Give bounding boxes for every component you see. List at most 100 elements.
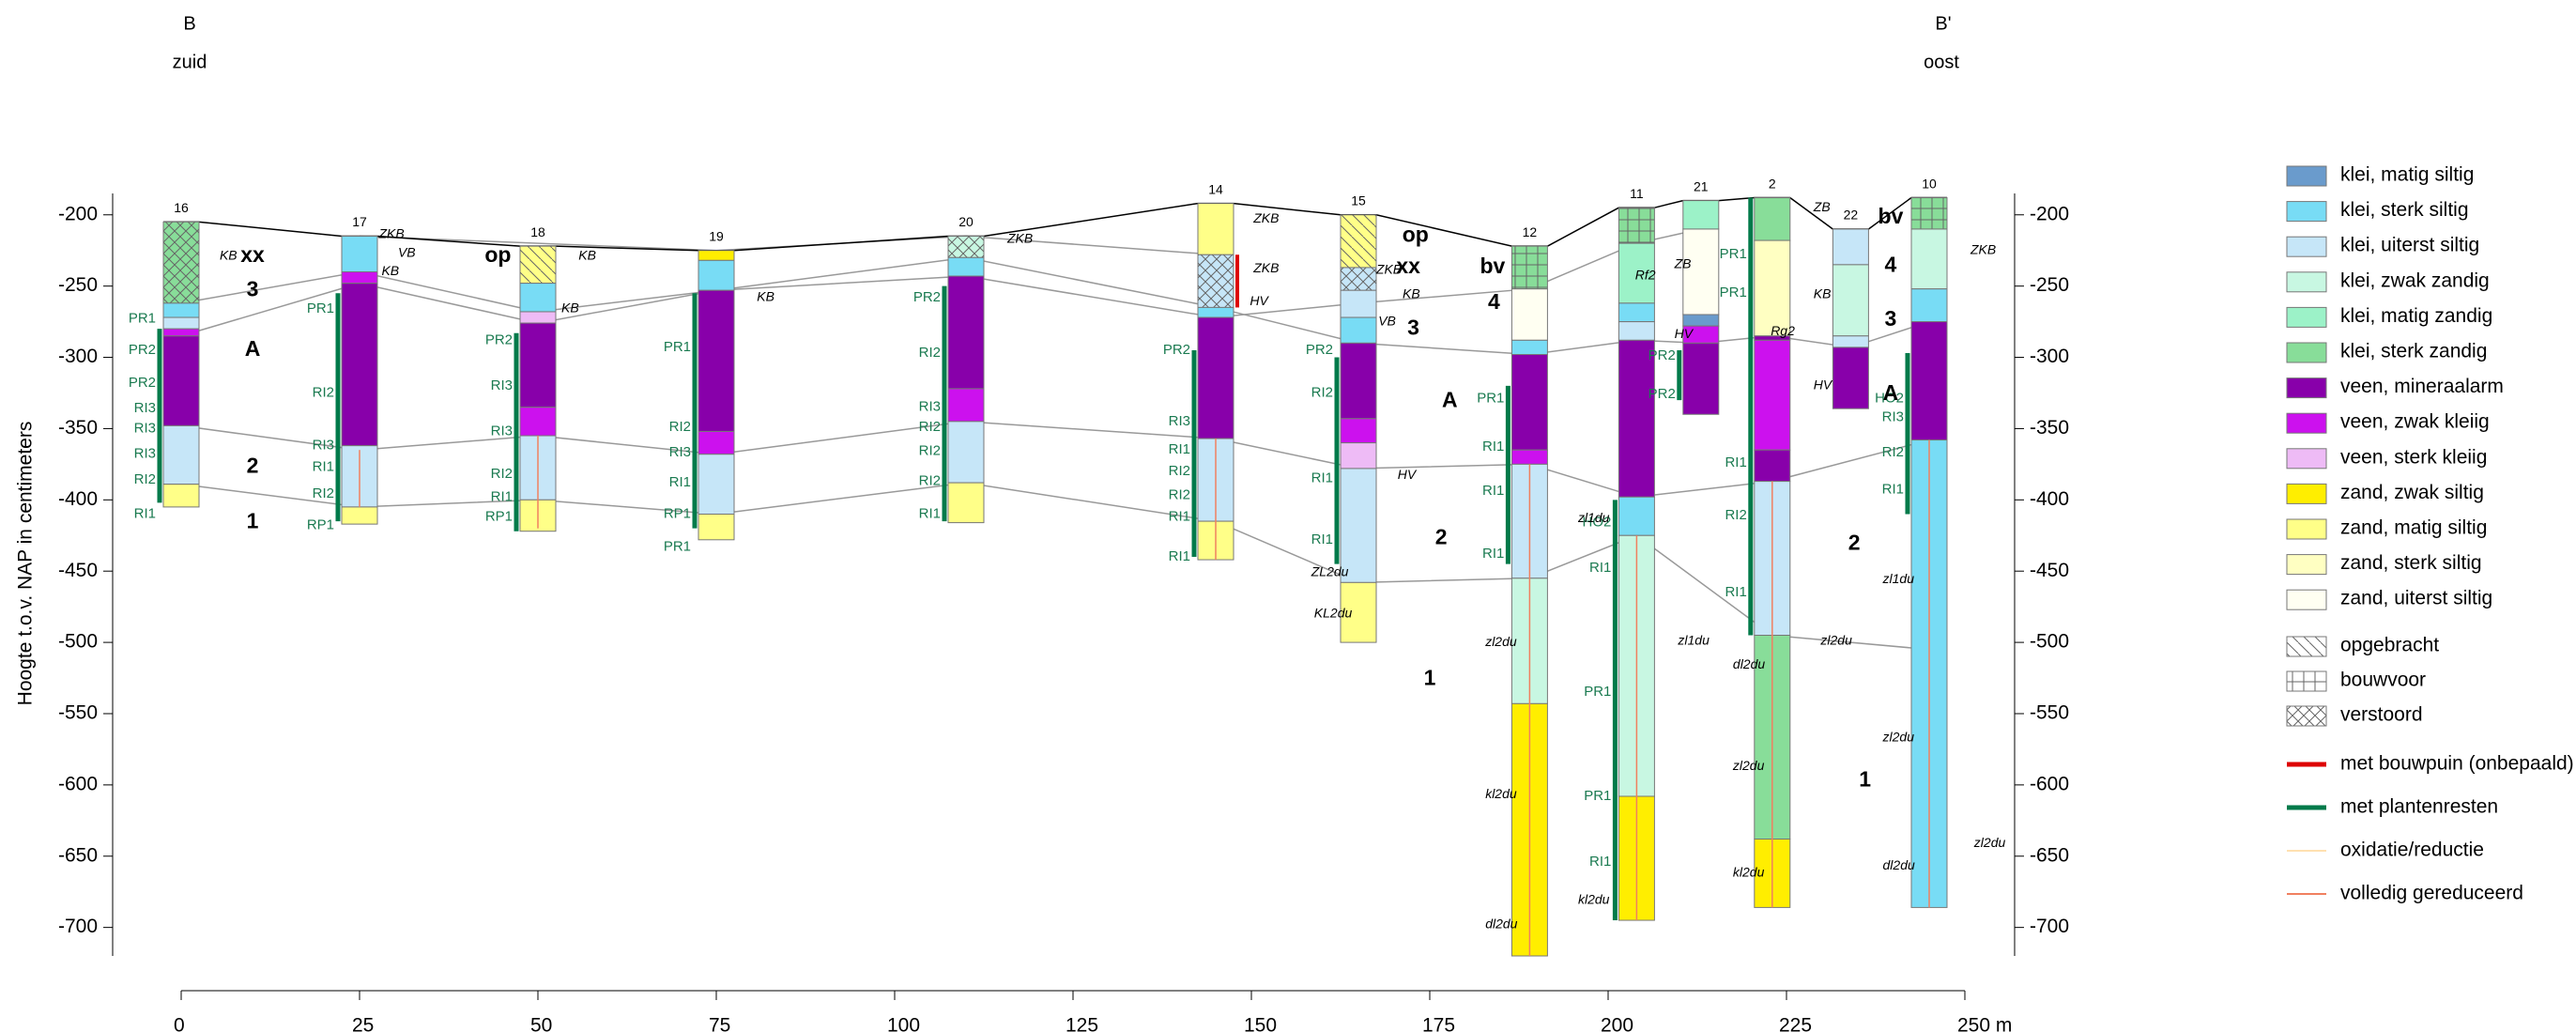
- sample-code: RI1: [313, 458, 334, 474]
- layer: [948, 257, 984, 276]
- y-tick-label: -350: [58, 417, 98, 439]
- layer: [948, 483, 984, 522]
- legend-swatch: [2287, 671, 2326, 691]
- legend-label: veen, zwak kleiig: [2340, 411, 2490, 433]
- layer: [163, 336, 199, 426]
- y-tick-label: -700: [2030, 916, 2069, 937]
- layer: [1618, 303, 1654, 322]
- layer: [1755, 450, 1790, 481]
- layer: [698, 260, 734, 290]
- annotation: dl2du: [1883, 857, 1915, 872]
- layer: [1911, 289, 1947, 322]
- layer-pattern: [1198, 254, 1234, 307]
- y-tick-label: -450: [2030, 560, 2069, 581]
- layer: [520, 408, 556, 436]
- sample-code: RI2: [1169, 487, 1190, 503]
- annotation: ZL2du: [1311, 563, 1349, 578]
- correlation-line: [181, 422, 1929, 497]
- sample-code: RI2: [1311, 384, 1333, 400]
- annotation: dl2du: [1485, 916, 1517, 931]
- layer-pattern: [520, 246, 556, 283]
- x-tick-label: 125: [1066, 1015, 1098, 1032]
- legend-swatch: [2287, 166, 2326, 186]
- y-tick-label: -200: [58, 203, 98, 224]
- layer: [342, 284, 377, 446]
- legend-swatch: [2287, 343, 2326, 362]
- legend-swatch: [2287, 413, 2326, 433]
- y-axis-label: Hoogte t.o.v. NAP in centimeters: [15, 422, 37, 706]
- layer: [1683, 201, 1719, 229]
- legend-label: veen, mineraalarm: [2340, 376, 2504, 397]
- y-tick-label: -600: [2030, 773, 2069, 794]
- sample-code: RI1: [919, 505, 941, 521]
- layer: [948, 276, 984, 389]
- layer: [163, 317, 199, 329]
- y-tick-label: -400: [58, 488, 98, 510]
- sample-code: PR1: [1584, 788, 1611, 804]
- sample-code: RI3: [919, 399, 941, 415]
- sample-code: RI2: [919, 443, 941, 459]
- layer: [520, 312, 556, 323]
- layer-pattern: [948, 237, 984, 258]
- sample-code: PR1: [664, 538, 691, 554]
- layer: [520, 284, 556, 312]
- y-tick-label: -200: [2030, 203, 2069, 224]
- annotation: kl2du: [1733, 865, 1765, 880]
- annotation: dl2du: [1733, 656, 1765, 671]
- borehole-number: 22: [1844, 208, 1859, 223]
- y-tick-label: -500: [2030, 631, 2069, 653]
- unit-label: 3: [247, 276, 259, 300]
- sample-code: RI2: [313, 485, 334, 501]
- layer-pattern: [1511, 246, 1547, 289]
- annotation: zl1du: [1677, 632, 1710, 647]
- unit-label: 1: [1424, 666, 1436, 690]
- x-tick-label: 100: [887, 1015, 920, 1032]
- layer: [1683, 315, 1719, 326]
- sample-code: PR2: [129, 375, 156, 391]
- sample-code: RP1: [664, 505, 691, 521]
- y-tick-label: -300: [58, 346, 98, 367]
- layer: [1341, 419, 1376, 443]
- annotation: ZB: [1674, 256, 1692, 271]
- sample-code: PR2: [129, 342, 156, 358]
- annotation: KB: [561, 300, 579, 316]
- legend-label: zand, matig siltig: [2340, 517, 2487, 539]
- y-tick-label: -350: [2030, 417, 2069, 439]
- sample-code: PR1: [1477, 391, 1504, 407]
- sample-code: RI1: [1311, 531, 1333, 547]
- annotation: kl2du: [1485, 786, 1517, 801]
- sample-code: PR1: [307, 300, 334, 316]
- header-letter: B: [183, 13, 195, 34]
- legend-swatch: [2287, 237, 2326, 256]
- header-direction: oost: [1924, 52, 1959, 72]
- layer: [1832, 336, 1868, 347]
- unit-label: 4: [1885, 252, 1897, 276]
- sample-code: PR2: [1163, 342, 1190, 358]
- sample-code: RI2: [919, 345, 941, 361]
- legend-swatch: [2287, 519, 2326, 539]
- x-tick-label: 75: [709, 1015, 730, 1032]
- header-direction: zuid: [173, 52, 207, 72]
- unit-label: xx: [240, 242, 265, 267]
- layer: [948, 422, 984, 483]
- legend-label: volledig gereduceerd: [2340, 883, 2523, 904]
- layer: [1911, 229, 1947, 289]
- y-tick-label: -250: [2030, 274, 2069, 296]
- layer: [163, 303, 199, 317]
- y-tick-label: -700: [58, 916, 98, 937]
- sample-code: RI3: [491, 423, 513, 439]
- sample-code: PR1: [1720, 285, 1747, 300]
- layer: [163, 425, 199, 484]
- layer: [698, 431, 734, 454]
- annotation: KB: [1814, 285, 1832, 300]
- sample-code: PR2: [1648, 386, 1676, 402]
- annotation: zl1du: [1577, 510, 1610, 525]
- unit-label: 2: [1848, 530, 1861, 554]
- annotation: HV: [1814, 377, 1833, 393]
- layer: [698, 290, 734, 431]
- annotation: zl2du: [1882, 729, 1915, 744]
- legend-swatch: [2287, 378, 2326, 398]
- y-tick-label: -650: [2030, 844, 2069, 866]
- layer: [1832, 265, 1868, 336]
- borehole-number: 21: [1694, 178, 1709, 193]
